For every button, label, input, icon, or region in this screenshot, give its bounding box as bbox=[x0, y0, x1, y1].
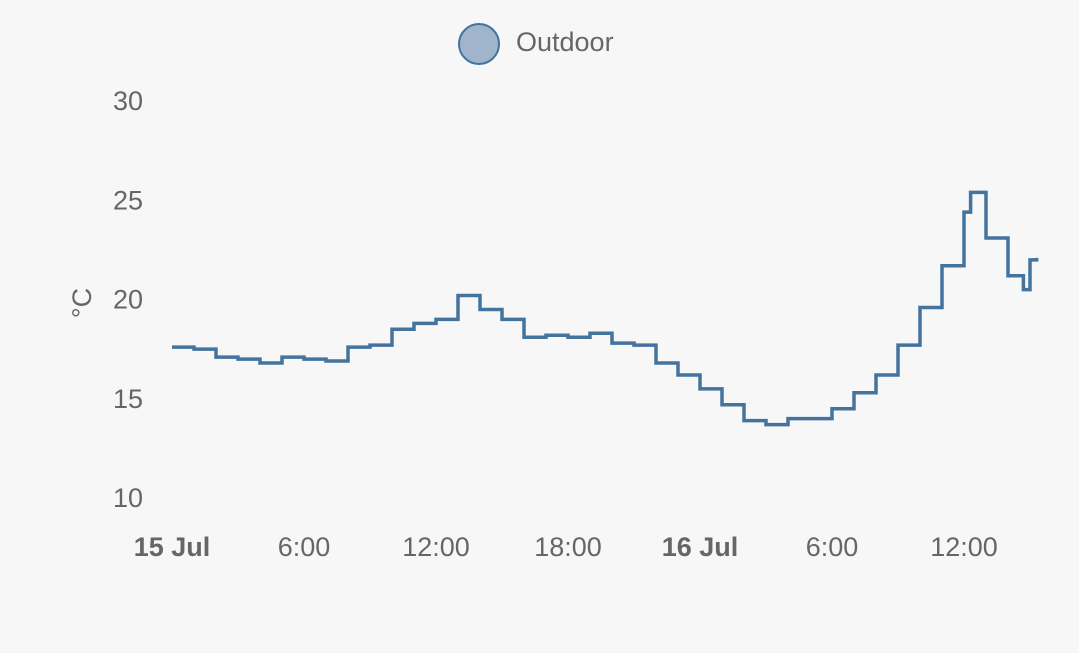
x-tick-label: 15 Jul bbox=[134, 532, 211, 562]
data-line bbox=[172, 190, 1039, 427]
x-tick-label: 16 Jul bbox=[662, 532, 739, 562]
y-tick-label: 10 bbox=[113, 483, 143, 513]
y-tick-label: 30 bbox=[113, 86, 143, 116]
y-tick-label: 15 bbox=[113, 384, 143, 414]
x-tick-label: 6:00 bbox=[278, 532, 331, 562]
x-tick-label: 12:00 bbox=[402, 532, 470, 562]
legend-swatch[interactable] bbox=[458, 23, 500, 65]
x-tick-label: 6:00 bbox=[806, 532, 859, 562]
legend-label[interactable]: Outdoor bbox=[516, 27, 614, 57]
x-tick-label: 18:00 bbox=[534, 532, 602, 562]
y-tick-label: 25 bbox=[113, 185, 143, 215]
y-tick-label: 20 bbox=[113, 285, 143, 315]
y-axis-label: °C bbox=[67, 288, 97, 318]
x-tick-label: 12:00 bbox=[930, 532, 998, 562]
